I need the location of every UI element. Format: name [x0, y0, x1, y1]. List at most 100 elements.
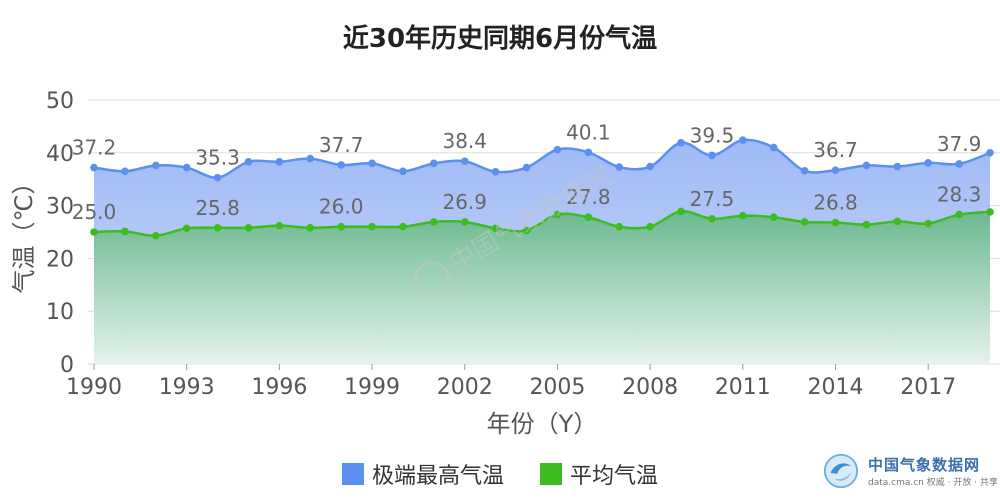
area-fills [94, 139, 990, 364]
x-tick-label: 2011 [715, 375, 771, 400]
data-point-avg [831, 218, 840, 227]
legend-item-avg[interactable]: 平均气温 [540, 458, 658, 490]
data-point-avg [769, 213, 778, 222]
data-point-max [831, 166, 840, 175]
x-tick-label: 2014 [808, 375, 864, 400]
data-point-avg [430, 218, 438, 226]
chart-title: 近30年历史同期6月份气温 [342, 24, 658, 54]
data-label-avg: 26.9 [442, 190, 487, 214]
data-point-avg [739, 211, 747, 220]
x-tick-label: 2017 [900, 375, 956, 400]
data-point-avg [800, 218, 809, 226]
data-label-avg: 25.0 [72, 200, 117, 224]
brand: 中国气象数据网 data.cma.cn 权威 · 开放 · 共享 [822, 452, 998, 490]
data-point-max [368, 159, 376, 168]
data-label-max: 37.2 [72, 136, 117, 160]
data-point-max [460, 157, 469, 166]
data-point-max [924, 159, 933, 167]
data-point-max [708, 151, 716, 160]
data-point-avg [275, 221, 284, 230]
data-point-avg [677, 207, 685, 216]
data-point-avg [368, 222, 376, 231]
data-point-max [491, 168, 500, 176]
x-tick-label: 2002 [437, 375, 493, 400]
data-label-avg: 27.5 [690, 187, 735, 211]
data-point-max [615, 163, 624, 171]
data-point-max [986, 149, 994, 157]
data-point-avg [615, 222, 624, 231]
data-point-max [677, 138, 685, 147]
data-point-max [955, 160, 963, 168]
data-label-max: 38.4 [442, 129, 487, 153]
data-point-avg [553, 210, 562, 219]
data-point-max [769, 143, 778, 152]
y-tick-label: 30 [46, 195, 74, 220]
data-labels: 37.2 35.3 37.7 38.4 40.1 39.5 36.7 37.9 25.0 25.8… [72, 120, 982, 224]
data-points [90, 136, 994, 240]
data-point-max [553, 145, 562, 154]
y-tick-label: 40 [46, 142, 74, 167]
x-tick-label: 2005 [529, 375, 585, 400]
data-point-avg [151, 231, 160, 240]
y-tick-label: 0 [60, 353, 74, 378]
data-point-max [430, 159, 438, 168]
data-point-max [522, 163, 531, 172]
data-point-max [275, 157, 284, 166]
data-point-avg [522, 226, 531, 235]
data-point-avg [986, 208, 994, 216]
data-label-max: 36.7 [813, 138, 858, 162]
data-point-max [306, 154, 315, 163]
data-label-max: 40.1 [566, 120, 611, 144]
x-axis-title: 年份（Y） [487, 410, 598, 438]
chart-plot: 37.2 35.3 37.7 38.4 40.1 39.5 36.7 37.9 25.0 25.8… [10, 89, 1000, 438]
x-tick-label: 1993 [159, 375, 215, 400]
data-label-max: 35.3 [195, 146, 240, 170]
data-label-avg: 26.8 [813, 190, 858, 214]
legend-label-avg: 平均气温 [570, 464, 659, 489]
data-point-avg [955, 210, 963, 219]
x-tick-label: 1990 [66, 375, 122, 400]
data-label-avg: 28.3 [937, 183, 982, 207]
data-point-avg [646, 222, 654, 231]
data-point-max [121, 167, 129, 176]
data-point-max [182, 163, 191, 172]
data-point-max [893, 162, 902, 171]
x-tick-label: 1999 [344, 375, 400, 400]
legend-item-max[interactable]: 极端最高气温 [341, 458, 504, 490]
data-point-max [151, 161, 160, 170]
data-point-avg [337, 222, 345, 231]
data-point-max [337, 161, 345, 169]
data-label-avg: 26.0 [319, 195, 364, 219]
data-point-avg [924, 219, 933, 228]
data-point-avg [491, 224, 500, 233]
data-point-avg [306, 223, 315, 232]
data-point-max [399, 167, 407, 176]
data-label-max: 37.7 [319, 133, 364, 157]
area-fill-avg [94, 211, 990, 364]
brand-url: data.cma.cn 权威 · 开放 · 共享 [868, 478, 998, 488]
y-tick-label: 20 [46, 247, 74, 272]
brand-name: 中国气象数据网 [868, 456, 981, 474]
data-point-max [90, 163, 98, 172]
data-point-max [584, 148, 593, 157]
legend-swatch-avg [540, 463, 562, 485]
y-tick-label: 50 [46, 89, 74, 114]
y-axis-title: 气温（℃） [10, 171, 38, 294]
data-label-avg: 27.8 [566, 185, 611, 209]
data-point-avg [182, 224, 191, 233]
data-point-avg [584, 213, 593, 222]
axes: 0 10 20 30 40 50 1990 1993 1996 1999 2002 2005 2008 2… [10, 89, 956, 438]
data-point-max [646, 162, 654, 171]
brand-logo-icon [823, 453, 859, 489]
y-tick-label: 10 [46, 300, 74, 325]
x-tick-label: 1996 [251, 375, 307, 400]
data-point-avg [121, 227, 129, 236]
data-point-avg [90, 228, 98, 236]
data-label-max: 39.5 [690, 123, 735, 147]
legend: 极端最高气温 平均气温 [0, 458, 1000, 490]
data-point-avg [708, 215, 716, 223]
data-point-max [862, 161, 871, 170]
data-point-max [739, 136, 747, 144]
data-point-avg [460, 218, 469, 226]
data-point-avg [862, 220, 871, 229]
